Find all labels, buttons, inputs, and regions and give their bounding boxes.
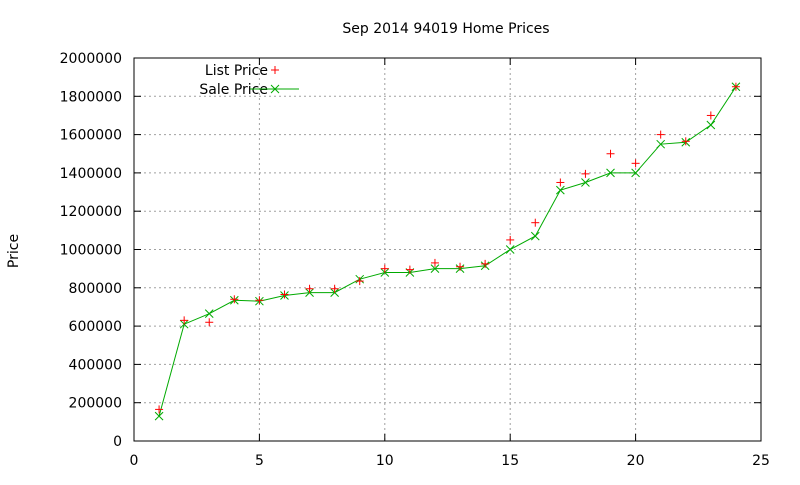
list-price-point	[230, 295, 239, 304]
list-price-point	[731, 82, 740, 91]
list-price-point	[155, 405, 164, 414]
list-price-point	[656, 130, 665, 139]
axis-ticks: 0 5 10 15 20 25 0 200000 400000 600000 800000 10000…	[60, 51, 770, 469]
series-layer	[154, 82, 741, 421]
sale-price-point	[656, 139, 666, 149]
sale-price-point	[631, 168, 640, 178]
sale-price-point	[154, 411, 164, 421]
list-price-point	[556, 178, 565, 187]
y-tick-label: 200000	[69, 396, 122, 412]
list-price-point	[430, 258, 439, 267]
list-price-point	[456, 262, 465, 271]
y-axis-label: Price	[6, 234, 22, 268]
sale-price-point	[204, 309, 214, 319]
y-tick-label: 1600000	[60, 128, 122, 144]
sale-price-line	[158, 86, 737, 417]
list-price-point	[305, 284, 314, 293]
list-price-point	[355, 277, 364, 286]
list-price-point	[506, 235, 515, 244]
legend-plus-mark	[271, 66, 279, 74]
list-price-point	[330, 284, 339, 293]
list-price-point	[706, 111, 715, 120]
grid	[134, 58, 761, 441]
x-tick-label: 25	[752, 453, 770, 469]
y-tick-label: 0	[113, 434, 122, 450]
x-tick-label: 20	[627, 453, 645, 469]
sale-price-point	[556, 185, 565, 195]
sale-price-point	[530, 231, 540, 241]
list-price-point	[631, 159, 640, 168]
legend-label-sale-price: Sale Price	[199, 82, 268, 98]
list-price-point	[581, 169, 590, 178]
legend: List Price Sale Price	[199, 63, 299, 98]
y-tick-label: 1200000	[60, 204, 122, 220]
sale-price-point	[581, 178, 590, 187]
y-tick-label: 1800000	[60, 89, 122, 105]
x-tick-label: 5	[255, 453, 264, 469]
list-price-point	[280, 290, 289, 299]
list-price-point	[606, 149, 615, 158]
list-price-point	[481, 259, 490, 268]
chart-title: Sep 2014 94019 Home Prices	[342, 21, 549, 37]
list-price-point	[681, 137, 690, 146]
y-tick-label: 400000	[69, 357, 122, 373]
list-price-point	[255, 296, 264, 305]
legend-marker-sale-price	[270, 84, 280, 94]
sale-price-point	[606, 168, 615, 178]
sale-price-point	[430, 264, 440, 274]
list-price-point	[205, 318, 214, 327]
sale-price-point	[706, 120, 716, 130]
list-price-point	[180, 316, 189, 325]
legend-label-list-price: List Price	[205, 63, 268, 79]
list-price-point	[531, 218, 540, 227]
sale-price-point	[505, 245, 515, 254]
plot-frame	[133, 57, 762, 442]
x-tick-label: 10	[376, 453, 394, 469]
y-tick-label: 2000000	[60, 51, 122, 67]
y-tick-label: 600000	[69, 319, 122, 335]
legend-marker-list-price	[271, 66, 279, 74]
legend-cross-mark	[270, 84, 280, 94]
list-price-point	[380, 264, 389, 273]
x-tick-label: 0	[130, 453, 139, 469]
x-tick-label: 15	[501, 453, 519, 469]
y-tick-label: 1400000	[60, 166, 122, 182]
list-price-point	[405, 265, 414, 274]
y-tick-label: 1000000	[60, 243, 122, 259]
y-tick-label: 800000	[69, 281, 122, 297]
